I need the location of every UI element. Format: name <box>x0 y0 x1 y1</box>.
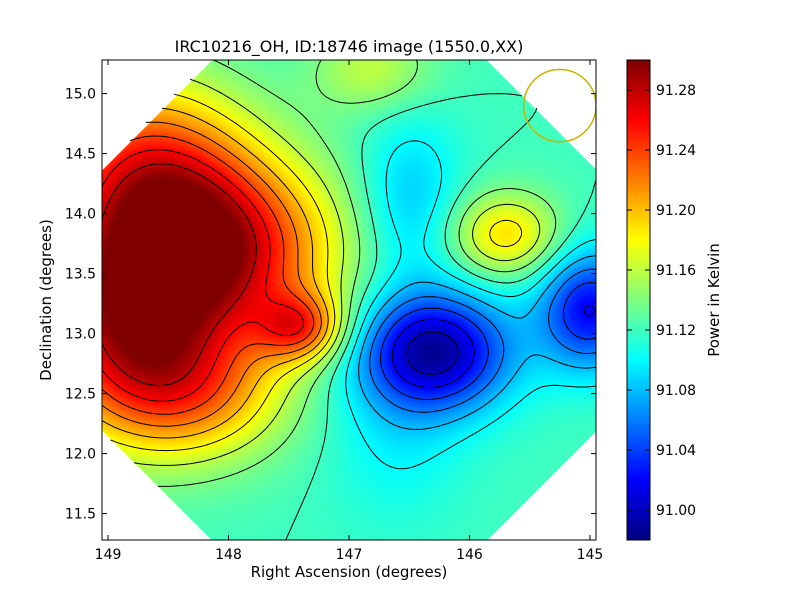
contour-line <box>391 304 595 389</box>
contour-line <box>102 163 257 387</box>
heatmap-image <box>102 60 596 540</box>
y-tick-label: 15.0 <box>65 87 96 103</box>
x-axis-label: Right Ascension (degrees) <box>251 563 448 581</box>
colorbar-tick-label: 91.24 <box>656 143 696 159</box>
y-tick-label: 11.5 <box>65 507 96 523</box>
x-tick-label: 147 <box>336 547 363 563</box>
contour-line <box>369 268 596 413</box>
colorbar-tick-label: 91.08 <box>656 383 696 399</box>
contour-line <box>358 255 596 430</box>
chart-title: IRC10216_OH, ID:18746 image (1550.0,XX) <box>175 37 524 57</box>
colorbar-tick-label: 91.16 <box>656 263 696 279</box>
contour-line <box>102 135 315 415</box>
contour-line <box>133 78 541 466</box>
contour-lines <box>102 60 596 540</box>
colorbar-label: Power in Kelvin <box>705 243 723 357</box>
contour-line <box>110 93 523 452</box>
contour-line <box>102 149 304 402</box>
colorbar-tick-label: 91.00 <box>656 503 696 519</box>
x-tick-label: 148 <box>215 547 242 563</box>
colorbar-gradient <box>627 60 650 540</box>
contour-line <box>285 93 596 540</box>
plot-area <box>101 59 597 541</box>
contour-line <box>102 121 322 427</box>
y-tick-label: 14.5 <box>65 147 96 163</box>
contour-line <box>102 107 329 439</box>
y-tick-label: 13.0 <box>65 327 96 343</box>
contour-line <box>380 282 596 400</box>
y-tick-label: 13.5 <box>65 267 96 283</box>
x-tick-label: 146 <box>456 547 483 563</box>
x-tick-label: 145 <box>577 547 604 563</box>
colorbar-tick-label: 91.20 <box>656 203 696 219</box>
colorbar: 91.00 91.04 91.08 91.12 91.16 91.20 91.24 91.28… <box>626 59 723 541</box>
y-tick-label: 14.0 <box>65 207 96 223</box>
y-tick-label: 12.0 <box>65 447 96 463</box>
colorbar-tick-label: 91.28 <box>656 83 696 99</box>
contour-line <box>345 140 596 470</box>
x-axis: 149 148 147 146 145 <box>95 60 604 563</box>
y-axis: 11.5 12.0 12.5 13.0 13.5 14.0 14.5 15.0 <box>65 87 596 523</box>
colorbar-ticks: 91.00 91.04 91.08 91.12 91.16 91.20 91.24 91.28 <box>627 83 696 519</box>
x-tick-label: 149 <box>95 547 122 563</box>
y-tick-label: 12.5 <box>65 387 96 403</box>
y-axis-label: Declination (degrees) <box>37 219 55 381</box>
colorbar-tick-label: 91.04 <box>656 443 696 459</box>
colorbar-tick-label: 91.12 <box>656 323 696 339</box>
colorbar-frame <box>626 59 651 541</box>
contour-line <box>406 331 459 375</box>
